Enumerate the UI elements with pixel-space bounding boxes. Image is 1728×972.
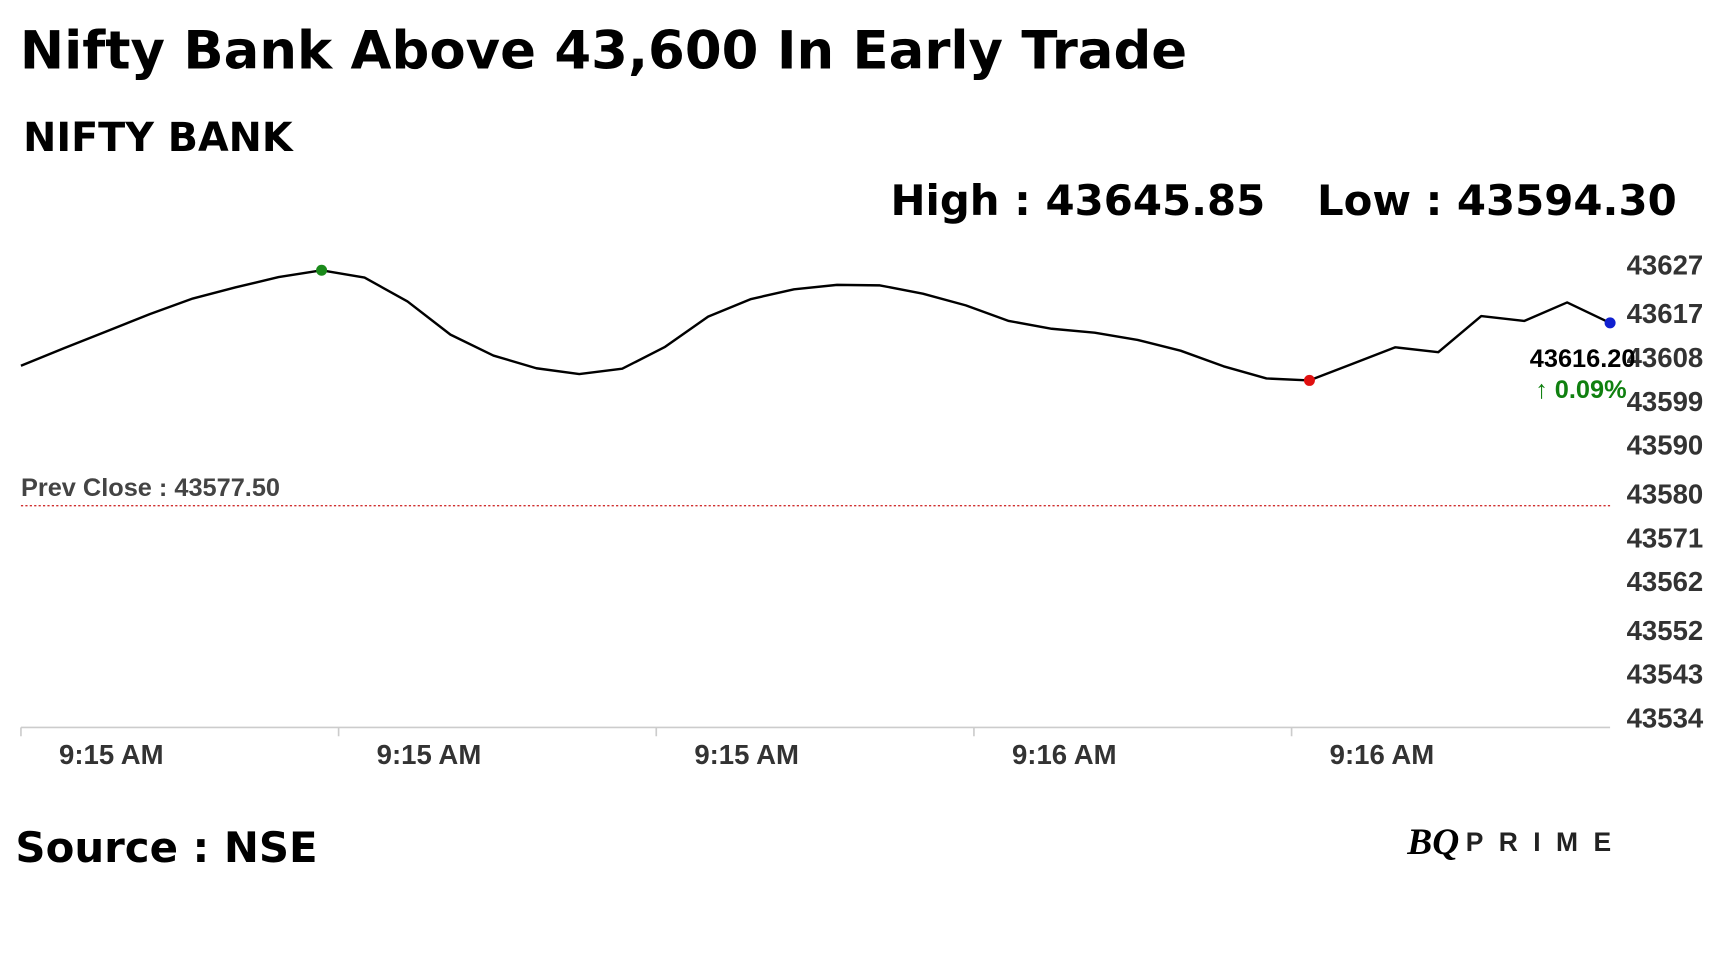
prev-close-label: Prev Close : 43577.50	[21, 474, 280, 502]
high-label: High : 43645.85	[890, 176, 1265, 225]
y-tick-label: 43543	[1627, 659, 1704, 690]
source: Source : NSE	[15, 823, 317, 872]
x-tick-label: 9:15 AM	[694, 739, 799, 770]
y-tick-label: 43590	[1627, 430, 1704, 461]
logo-mark: BQ	[1406, 822, 1459, 863]
low-label: Low : 43594.30	[1317, 176, 1677, 225]
y-tick-label: 43552	[1627, 615, 1704, 646]
x-tick-label: 9:15 AM	[59, 739, 164, 770]
point-marker	[316, 264, 328, 276]
x-tick-label: 9:16 AM	[1012, 739, 1117, 770]
change-label: ↑ 0.09%	[1535, 376, 1627, 404]
chart-title: Nifty Bank Above 43,600 In Early Trade	[20, 20, 1187, 81]
logo-text: PRIME	[1466, 827, 1627, 857]
y-tick-label: 43562	[1627, 566, 1704, 597]
y-tick-label: 43617	[1627, 298, 1704, 329]
y-tick-label: 43580	[1627, 478, 1704, 509]
x-tick-label: 9:15 AM	[377, 739, 482, 770]
price-line	[20, 269, 1611, 382]
y-tick-label: 43627	[1627, 249, 1704, 280]
subtitle: NIFTY BANK	[23, 115, 294, 161]
y-tick-label: 43571	[1627, 522, 1704, 553]
point-marker	[1303, 374, 1315, 386]
y-tick-label: 43599	[1627, 386, 1704, 417]
x-tick-label: 9:16 AM	[1330, 739, 1435, 770]
last-value-label: 43616.20	[1530, 345, 1636, 373]
point-marker	[1604, 317, 1616, 329]
y-tick-label: 43534	[1627, 703, 1704, 734]
y-tick-label: 43608	[1627, 342, 1704, 373]
